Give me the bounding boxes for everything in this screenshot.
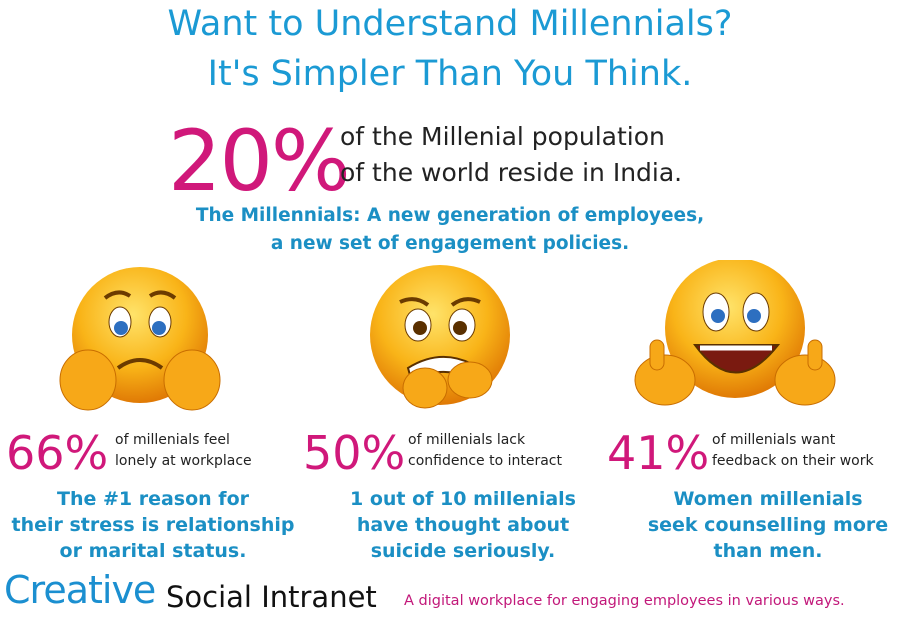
stat-text: of millenials lack xyxy=(408,432,526,448)
stat-text: feedback on their work xyxy=(712,453,874,469)
note: their stress is relationship xyxy=(11,514,295,536)
stat: 41% xyxy=(607,426,710,480)
stat-text: of millenials want xyxy=(712,432,836,448)
subtitle-line: a new set of engagement policies. xyxy=(270,233,630,254)
headline-text: of the world reside in India. xyxy=(340,158,683,187)
note: than men. xyxy=(713,540,823,562)
happy-emoji xyxy=(634,260,836,406)
stat: 66% xyxy=(6,426,109,480)
title-line: Want to Understand Millennials? xyxy=(167,4,733,44)
note: The #1 reason for xyxy=(56,488,249,510)
subtitle-line: The Millennials: A new generation of emp… xyxy=(195,205,705,226)
stat: 50% xyxy=(303,426,406,480)
headline-stat: 20% xyxy=(168,112,351,210)
tagline: A digital workplace for engaging employe… xyxy=(404,593,845,609)
logo: Creative xyxy=(4,568,156,612)
note: or marital status. xyxy=(59,540,247,562)
stat-text: lonely at workplace xyxy=(115,453,252,469)
emoji-row xyxy=(59,260,836,411)
sad-emoji xyxy=(59,267,221,411)
scared-emoji xyxy=(370,265,510,409)
stat-text: confidence to interact xyxy=(408,453,562,469)
note: seek counselling more xyxy=(647,514,889,536)
title-line: It's Simpler Than You Think. xyxy=(207,54,693,94)
note: Women millenials xyxy=(673,488,863,510)
note: suicide seriously. xyxy=(370,540,556,562)
stat-text: of millenials feel xyxy=(115,432,230,448)
headline-text: of the Millenial population xyxy=(340,122,665,151)
note: have thought about xyxy=(356,514,570,536)
note: 1 out of 10 millenials xyxy=(349,488,576,510)
brand: Social Intranet xyxy=(166,580,377,614)
